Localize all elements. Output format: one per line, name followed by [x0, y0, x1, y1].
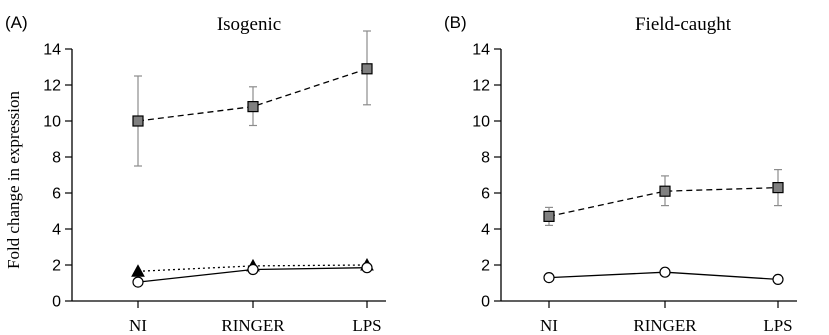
panel-title: Isogenic — [217, 14, 281, 35]
x-tick-label: RINGER — [633, 316, 697, 335]
data-point — [132, 115, 144, 127]
data-point — [659, 266, 671, 278]
data-point — [361, 262, 373, 274]
y-tick-label: 0 — [481, 294, 490, 311]
y-tick-label: 14 — [43, 42, 61, 59]
data-point — [247, 100, 259, 113]
series-square — [543, 169, 784, 226]
y-tick-label: 10 — [472, 114, 490, 131]
y-tick-label: 8 — [52, 150, 61, 167]
y-tick-label: 4 — [52, 222, 61, 239]
x-tick-label: LPS — [763, 316, 792, 335]
data-point — [543, 272, 555, 284]
x-tick-label: NI — [129, 316, 147, 335]
y-tick-label: 10 — [43, 114, 61, 131]
y-tick-label: 2 — [481, 258, 490, 275]
data-point — [132, 276, 144, 288]
data-point — [543, 210, 555, 222]
y-tick-label: 4 — [481, 222, 490, 239]
panel-label: (B) — [444, 13, 467, 32]
y-tick-label: 14 — [472, 42, 490, 59]
x-tick-label: NI — [540, 316, 558, 335]
panel-title: Field-caught — [635, 14, 732, 35]
y-tick-label: 12 — [43, 78, 61, 95]
x-tick-label: RINGER — [221, 316, 285, 335]
x-tick-label: LPS — [352, 316, 381, 335]
data-point — [772, 273, 784, 285]
y-tick-label: 8 — [481, 150, 490, 167]
y-tick-label: 12 — [472, 78, 490, 95]
series-square — [132, 30, 373, 167]
data-point — [772, 182, 784, 194]
series-line — [548, 186, 779, 218]
y-tick-label: 6 — [481, 186, 490, 203]
series-circle-open — [543, 266, 784, 285]
panel-label: (A) — [5, 13, 28, 32]
y-axis-label: Fold change in expression — [4, 91, 23, 269]
panel-a: (A) Isogenic 0 2 4 6 8 10 12 14 NI RINGER LPS — [5, 13, 386, 335]
data-point — [247, 263, 259, 276]
panel-b: (B) Field-caught 0 2 4 6 8 10 12 14 NI RINGER LPS — [444, 13, 797, 335]
y-tick-label: 2 — [52, 258, 61, 275]
data-point — [131, 264, 145, 277]
y-tick-label: 0 — [52, 294, 61, 311]
data-point — [361, 63, 373, 75]
y-tick-label: 6 — [52, 186, 61, 203]
data-point — [659, 185, 671, 197]
series-circle-open — [132, 262, 373, 288]
